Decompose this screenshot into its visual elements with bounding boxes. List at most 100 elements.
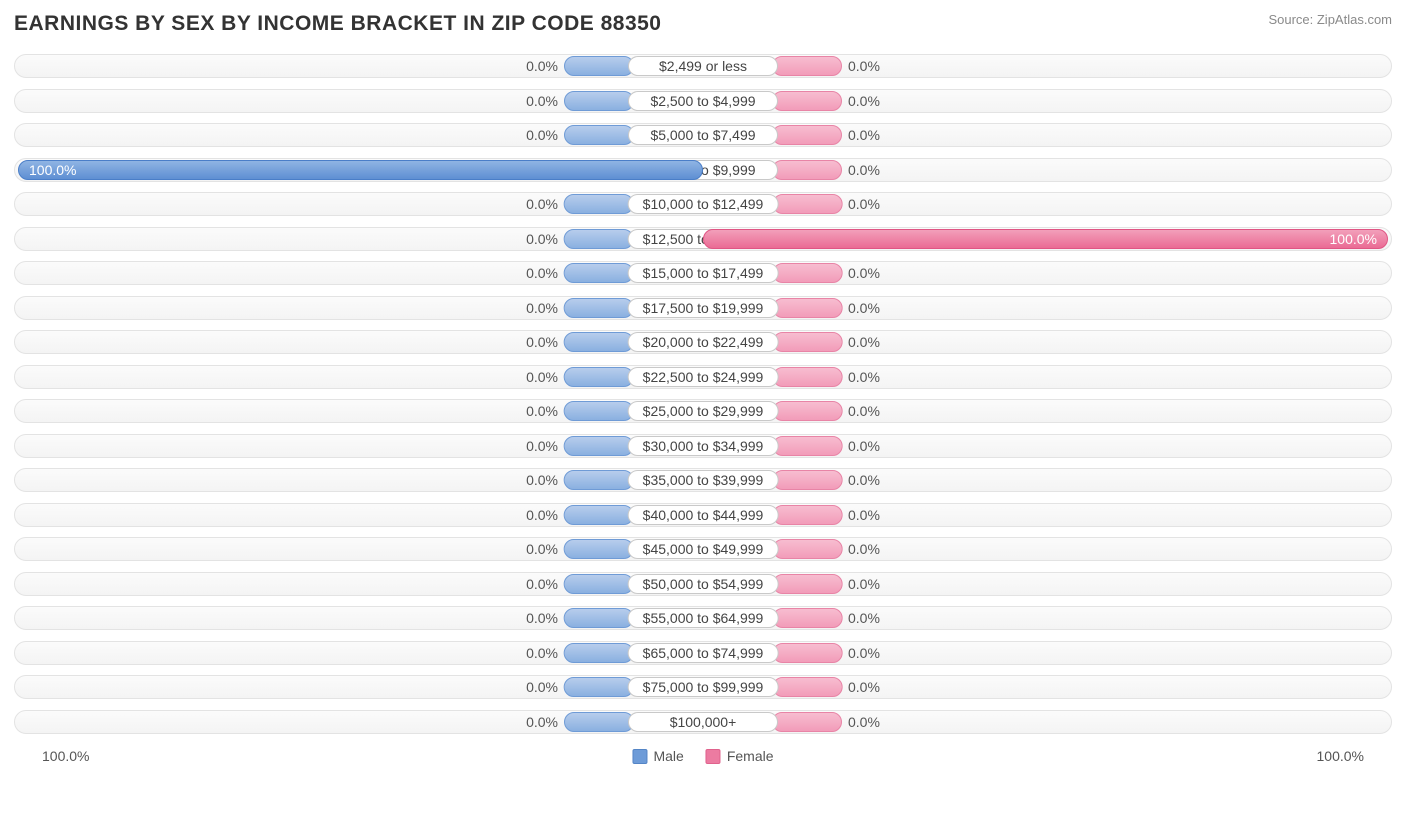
male-stub-icon xyxy=(564,263,634,283)
bar-row: $2,500 to $4,999 0.0% 0.0% xyxy=(14,89,1392,113)
female-percent-label: 0.0% xyxy=(848,265,880,281)
category-label: $22,500 to $24,999 xyxy=(628,367,779,387)
female-percent-label: 0.0% xyxy=(848,196,880,212)
category-label: $2,500 to $4,999 xyxy=(628,91,778,111)
female-percent-label: 0.0% xyxy=(848,369,880,385)
female-stub-icon xyxy=(772,712,842,732)
female-percent-label: 0.0% xyxy=(848,507,880,523)
female-stub-icon xyxy=(772,263,842,283)
category-label: $15,000 to $17,499 xyxy=(628,263,779,283)
bar-row: $35,000 to $39,9990.0%0.0% xyxy=(14,468,1392,492)
swatch-female-icon xyxy=(706,749,721,764)
male-percent-label: 0.0% xyxy=(526,438,558,454)
center-label-group: $100,000+ xyxy=(564,712,842,732)
male-percent-label: 0.0% xyxy=(526,472,558,488)
bar-row: $15,000 to $17,499 0.0% 0.0% xyxy=(14,261,1392,285)
female-percent-label: 100.0% xyxy=(1330,231,1377,247)
center-label-group: $25,000 to $29,999 xyxy=(564,401,843,421)
male-stub-icon xyxy=(564,677,634,697)
center-label-group: $30,000 to $34,999 xyxy=(564,436,843,456)
female-percent-label: 0.0% xyxy=(848,127,880,143)
category-label: $65,000 to $74,999 xyxy=(628,643,779,663)
male-stub-icon xyxy=(564,539,634,559)
male-percent-label: 0.0% xyxy=(526,645,558,661)
male-percent-label: 0.0% xyxy=(526,334,558,350)
bar-row: $12,500 to $14,9990.0%100.0% xyxy=(14,227,1392,251)
male-stub-icon xyxy=(564,91,634,111)
center-label-group: $17,500 to $19,999 xyxy=(564,298,843,318)
female-percent-label: 0.0% xyxy=(848,58,880,74)
bar-row: $40,000 to $44,999 0.0% 0.0% xyxy=(14,503,1392,527)
male-stub-icon xyxy=(564,229,634,249)
female-percent-label: 0.0% xyxy=(848,162,880,178)
male-stub-icon xyxy=(564,298,634,318)
female-stub-icon xyxy=(772,91,842,111)
axis-label-right: 100.0% xyxy=(1317,748,1364,764)
male-percent-label: 0.0% xyxy=(526,507,558,523)
female-stub-icon xyxy=(772,367,842,387)
category-label: $40,000 to $44,999 xyxy=(628,505,779,525)
male-percent-label: 0.0% xyxy=(526,576,558,592)
center-label-group: $55,000 to $64,999 xyxy=(564,608,843,628)
legend: Male Female xyxy=(632,748,773,764)
male-percent-label: 0.0% xyxy=(526,403,558,419)
bar-row: $100,000+0.0%0.0% xyxy=(14,710,1392,734)
bar-row: $30,000 to $34,9990.0%0.0% xyxy=(14,434,1392,458)
bar-row: $20,000 to $22,499 0.0% 0.0% xyxy=(14,330,1392,354)
chart-area: $2,499 or less 0.0% 0.0% $2,500 to $4,999 0.… xyxy=(14,54,1392,734)
male-bar xyxy=(18,160,703,180)
female-percent-label: 0.0% xyxy=(848,610,880,626)
male-stub-icon xyxy=(564,436,634,456)
source-attribution: Source: ZipAtlas.com xyxy=(1268,12,1392,27)
category-label: $75,000 to $99,999 xyxy=(628,677,779,697)
male-stub-icon xyxy=(564,608,634,628)
category-label: $17,500 to $19,999 xyxy=(628,298,779,318)
female-percent-label: 0.0% xyxy=(848,300,880,316)
legend-item-female: Female xyxy=(706,748,774,764)
category-label: $2,499 or less xyxy=(628,56,778,76)
bar-row: $17,500 to $19,9990.0%0.0% xyxy=(14,296,1392,320)
chart-title: EARNINGS BY SEX BY INCOME BRACKET IN ZIP… xyxy=(14,12,661,36)
male-percent-label: 0.0% xyxy=(526,265,558,281)
center-label-group: $15,000 to $17,499 xyxy=(564,263,843,283)
male-percent-label: 0.0% xyxy=(526,93,558,109)
female-percent-label: 0.0% xyxy=(848,93,880,109)
bar-row: $55,000 to $64,999 0.0% 0.0% xyxy=(14,606,1392,630)
female-stub-icon xyxy=(772,505,842,525)
male-stub-icon xyxy=(564,643,634,663)
male-stub-icon xyxy=(564,194,634,214)
center-label-group: $35,000 to $39,999 xyxy=(564,470,843,490)
female-stub-icon xyxy=(772,539,842,559)
female-percent-label: 0.0% xyxy=(848,334,880,350)
category-label: $20,000 to $22,499 xyxy=(628,332,779,352)
center-label-group: $65,000 to $74,999 xyxy=(564,643,843,663)
female-stub-icon xyxy=(772,677,842,697)
female-stub-icon xyxy=(772,332,842,352)
category-label: $25,000 to $29,999 xyxy=(628,401,779,421)
center-label-group: $22,500 to $24,999 xyxy=(564,367,843,387)
category-label: $10,000 to $12,499 xyxy=(628,194,779,214)
bar-row: $10,000 to $12,4990.0%0.0% xyxy=(14,192,1392,216)
female-stub-icon xyxy=(772,298,842,318)
center-label-group: $50,000 to $54,999 xyxy=(564,574,843,594)
female-percent-label: 0.0% xyxy=(848,576,880,592)
female-percent-label: 0.0% xyxy=(848,679,880,695)
center-label-group: $20,000 to $22,499 xyxy=(564,332,843,352)
bar-row: $25,000 to $29,9990.0%0.0% xyxy=(14,399,1392,423)
chart-footer: 100.0% Male Female 100.0% xyxy=(14,744,1392,768)
axis-label-left: 100.0% xyxy=(42,748,89,764)
male-stub-icon xyxy=(564,367,634,387)
male-percent-label: 0.0% xyxy=(526,369,558,385)
bar-row: $75,000 to $99,999 0.0% 0.0% xyxy=(14,675,1392,699)
chart-header: EARNINGS BY SEX BY INCOME BRACKET IN ZIP… xyxy=(14,12,1392,36)
male-percent-label: 0.0% xyxy=(526,610,558,626)
male-percent-label: 0.0% xyxy=(526,679,558,695)
legend-item-male: Male xyxy=(632,748,683,764)
category-label: $5,000 to $7,499 xyxy=(628,125,778,145)
bar-row: $45,000 to $49,9990.0%0.0% xyxy=(14,537,1392,561)
male-percent-label: 0.0% xyxy=(526,231,558,247)
center-label-group: $40,000 to $44,999 xyxy=(564,505,843,525)
center-label-group: $10,000 to $12,499 xyxy=(564,194,843,214)
bar-row: $7,500 to $9,999100.0%0.0% xyxy=(14,158,1392,182)
category-label: $45,000 to $49,999 xyxy=(628,539,779,559)
